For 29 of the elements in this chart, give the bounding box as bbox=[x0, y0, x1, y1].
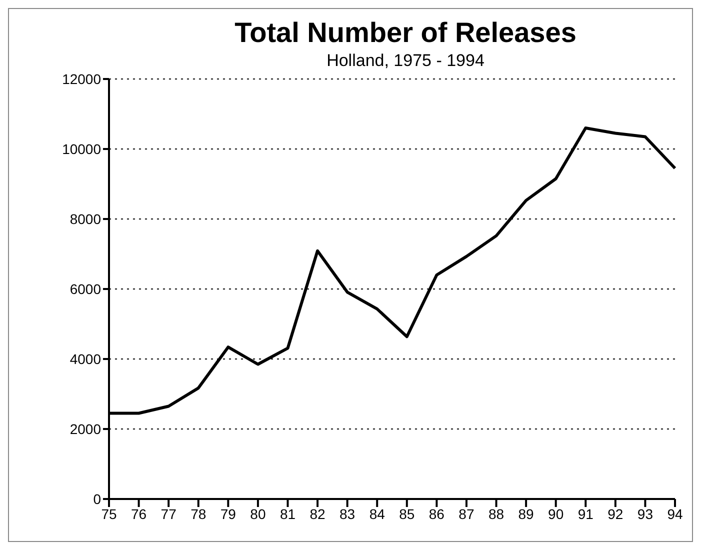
y-tick-label: 4000 bbox=[70, 350, 102, 367]
x-tick-label: 92 bbox=[608, 506, 624, 522]
x-tick-label: 88 bbox=[488, 506, 504, 522]
x-tick-label: 87 bbox=[458, 506, 474, 522]
x-tick-label: 81 bbox=[280, 506, 296, 522]
x-tick-label: 94 bbox=[667, 506, 683, 522]
x-tick-label: 78 bbox=[190, 506, 206, 522]
y-tick-label: 0 bbox=[93, 490, 102, 507]
x-tick-label: 85 bbox=[399, 506, 415, 522]
x-tick-label: 83 bbox=[340, 506, 356, 522]
x-tick-label: 79 bbox=[220, 506, 236, 522]
y-tick-label: 10000 bbox=[62, 140, 102, 157]
x-tick-label: 80 bbox=[250, 506, 266, 522]
y-tick-label: 6000 bbox=[70, 280, 102, 297]
x-tick-label: 89 bbox=[518, 506, 534, 522]
x-tick-label: 82 bbox=[310, 506, 326, 522]
x-tick-label: 90 bbox=[548, 506, 564, 522]
chart-subtitle: Holland, 1975 - 1994 bbox=[326, 51, 486, 71]
y-tick-label: 8000 bbox=[70, 210, 102, 227]
x-tick-label: 91 bbox=[578, 506, 594, 522]
y-tick-label: 2000 bbox=[70, 420, 102, 437]
x-tick-label: 93 bbox=[637, 506, 654, 522]
x-tick-label: 77 bbox=[160, 506, 177, 522]
y-tick-label: 12000 bbox=[62, 70, 102, 87]
x-tick-label: 76 bbox=[131, 506, 147, 522]
x-tick-label: 86 bbox=[428, 506, 445, 522]
chart-title: Total Number of Releases bbox=[234, 17, 578, 49]
x-tick-label: 75 bbox=[101, 506, 117, 522]
x-tick-label: 84 bbox=[369, 506, 386, 522]
